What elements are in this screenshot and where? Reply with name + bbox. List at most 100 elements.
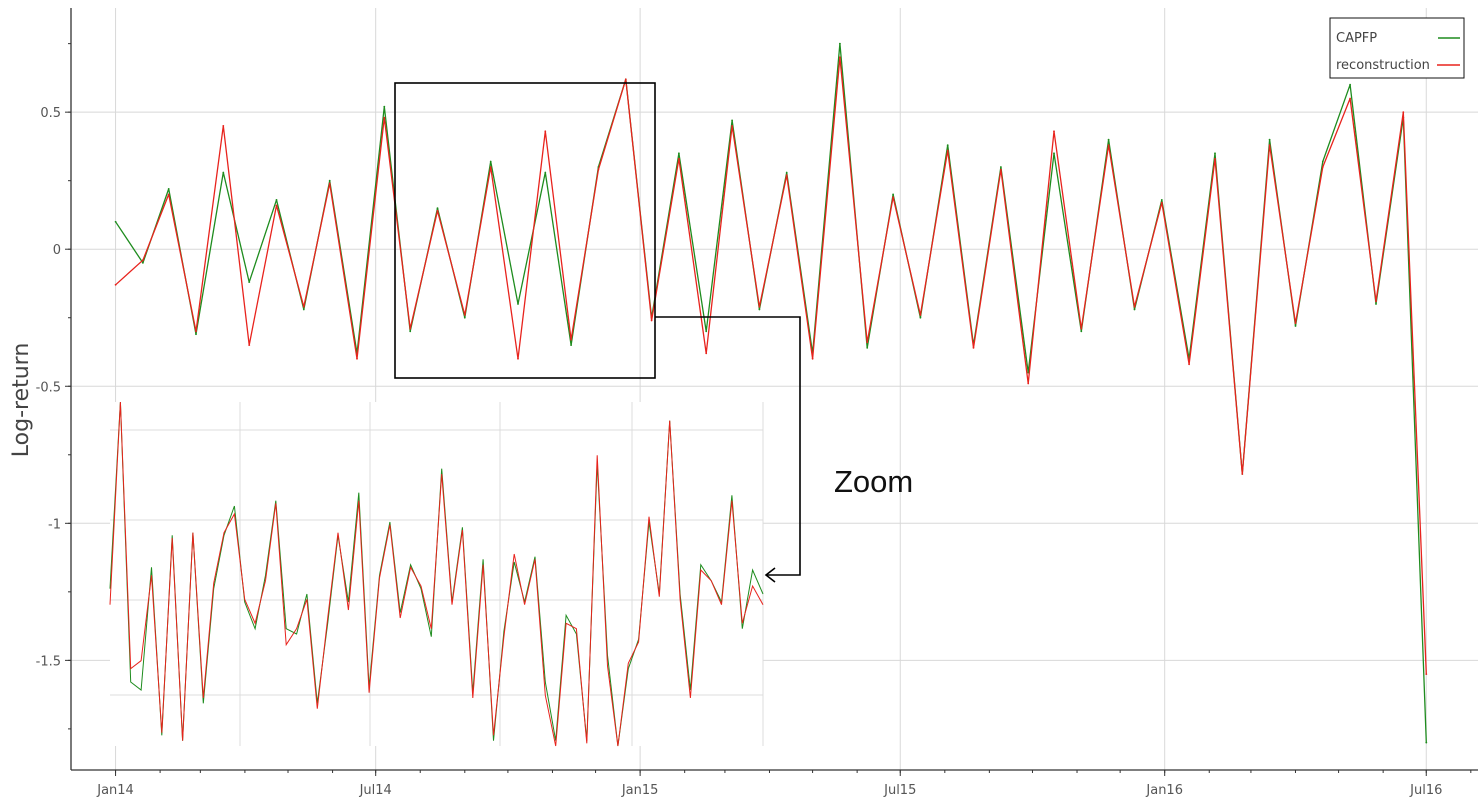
zoom-rectangle — [394, 82, 656, 379]
data-point-CAPFP — [195, 333, 197, 336]
y-tick-label: -1.5 — [36, 654, 61, 669]
data-point-reconstruction — [302, 305, 305, 308]
data-point-CAPFP — [1268, 138, 1271, 141]
data-point-CAPFP — [839, 42, 841, 45]
data-point-CAPFP — [1107, 138, 1110, 141]
data-point-CAPFP — [570, 344, 572, 346]
data-point-reconstruction — [1268, 144, 1271, 147]
inset-line-reconstruction — [109, 401, 764, 747]
data-point-CAPFP — [302, 308, 305, 311]
data-point-CAPFP — [1160, 199, 1163, 201]
legend: CAPFP reconstruction — [1329, 17, 1465, 79]
y-axis-label: Log-return — [9, 343, 34, 458]
x-tick-label: Jul15 — [883, 783, 916, 798]
x-tick-label: Jan15 — [621, 783, 659, 798]
data-point-CAPFP — [167, 188, 170, 190]
data-point-CAPFP — [1375, 303, 1377, 305]
data-point-CAPFP — [383, 105, 386, 108]
data-point-reconstruction — [597, 168, 600, 171]
data-point-reconstruction — [839, 56, 841, 59]
data-point-CAPFP — [1080, 330, 1083, 333]
data-point-reconstruction — [1321, 166, 1324, 168]
data-point-reconstruction — [972, 347, 975, 349]
data-point-reconstruction — [758, 305, 761, 308]
data-point-CAPFP — [1053, 152, 1055, 155]
data-point-CAPFP — [1425, 741, 1428, 744]
data-point-reconstruction — [1053, 130, 1055, 133]
data-point-reconstruction — [919, 314, 922, 316]
data-point-CAPFP — [678, 152, 680, 155]
data-point-reconstruction — [195, 330, 197, 333]
data-point-reconstruction — [1080, 327, 1083, 330]
data-point-reconstruction — [383, 116, 386, 119]
data-point-reconstruction — [811, 357, 814, 360]
data-point-reconstruction — [489, 166, 492, 168]
data-point-CAPFP — [1321, 160, 1324, 163]
data-point-reconstruction — [114, 283, 117, 286]
data-point-CAPFP — [1000, 166, 1002, 168]
data-point-reconstruction — [1000, 168, 1002, 171]
data-point-CAPFP — [114, 220, 117, 223]
data-point-reconstruction — [624, 78, 627, 81]
data-point-CAPFP — [892, 193, 894, 196]
x-tick-label: Jan14 — [96, 783, 134, 798]
data-point-CAPFP — [248, 281, 251, 283]
data-point-reconstruction — [731, 125, 733, 127]
series-lines — [114, 42, 1428, 744]
data-point-reconstruction — [1188, 363, 1190, 366]
data-point-CAPFP — [946, 144, 949, 147]
inset-background — [110, 402, 763, 746]
data-point-reconstruction — [463, 314, 466, 316]
data-point-reconstruction — [517, 357, 519, 360]
data-point-CAPFP — [409, 330, 412, 333]
data-point-reconstruction — [1425, 673, 1428, 675]
data-point-CAPFP — [1214, 152, 1216, 155]
data-point-reconstruction — [1133, 305, 1136, 308]
data-point-reconstruction — [328, 182, 331, 185]
zoom-annotation: Zoom — [394, 82, 913, 583]
data-point-reconstruction — [785, 174, 788, 177]
data-point-CAPFP — [517, 303, 519, 305]
data-point-reconstruction — [705, 352, 708, 355]
data-point-CAPFP — [1294, 325, 1297, 327]
axes: 0.5 0 -0.5 -1 -1.5 Jan14 Jul14 Jan15 Jul15 Jan16 J… — [9, 8, 1478, 798]
data-point-reconstruction — [167, 193, 170, 196]
data-point-reconstruction — [866, 341, 869, 344]
data-point-reconstruction — [1402, 111, 1405, 114]
data-point-reconstruction — [544, 130, 547, 133]
series-line-reconstruction — [115, 56, 1427, 675]
data-point-reconstruction — [892, 196, 894, 199]
data-point-reconstruction — [275, 204, 278, 207]
data-point-CAPFP — [436, 207, 439, 210]
data-point-CAPFP — [731, 119, 733, 122]
data-point-reconstruction — [1294, 322, 1297, 325]
data-point-CAPFP — [866, 347, 869, 349]
data-point-reconstruction — [1107, 144, 1110, 147]
data-point-reconstruction — [436, 209, 439, 212]
legend-label-reconstruction: reconstruction — [1336, 58, 1430, 73]
data-point-CAPFP — [275, 199, 278, 201]
data-point-CAPFP — [1133, 308, 1136, 311]
data-point-reconstruction — [1241, 473, 1244, 475]
data-point-reconstruction — [570, 338, 572, 341]
data-point-CAPFP — [222, 171, 225, 174]
data-point-reconstruction — [1214, 157, 1216, 160]
data-point-CAPFP — [328, 179, 331, 182]
data-point-CAPFP — [463, 316, 466, 319]
data-point-reconstruction — [222, 125, 225, 127]
y-tick-label: -1 — [48, 517, 61, 532]
y-tick-label: 0 — [53, 243, 61, 258]
y-tick-label: -0.5 — [36, 380, 61, 395]
data-point-CAPFP — [705, 330, 708, 333]
data-point-reconstruction — [409, 327, 412, 330]
data-point-reconstruction — [946, 149, 949, 152]
legend-box — [1329, 17, 1465, 79]
legend-label-CAPFP: CAPFP — [1336, 31, 1377, 46]
data-point-CAPFP — [785, 171, 788, 174]
data-point-CAPFP — [544, 171, 547, 174]
data-point-reconstruction — [1160, 201, 1163, 204]
y-tick-label: 0.5 — [40, 106, 61, 121]
data-point-CAPFP — [142, 262, 144, 264]
data-point-reconstruction — [678, 157, 680, 160]
